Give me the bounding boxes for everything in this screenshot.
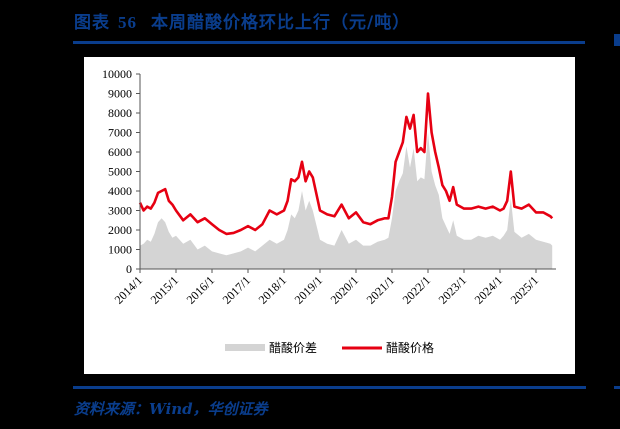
x-tick-label: 2022/1 bbox=[400, 273, 433, 306]
figure-number: 56 bbox=[118, 13, 137, 32]
x-tick-label: 2018/1 bbox=[256, 273, 289, 306]
source-note: 资料来源：Wind，华创证券 bbox=[74, 400, 268, 418]
x-tick-label: 2023/1 bbox=[436, 273, 469, 306]
figure-title: 图表 56 本周醋酸价格环比上行（元/吨） bbox=[74, 8, 410, 33]
x-tick-label: 2016/1 bbox=[184, 273, 217, 306]
adjacent-panel-fragment-bottom bbox=[614, 386, 620, 389]
spread-area-series bbox=[140, 132, 553, 269]
legend: 醋酸价差 醋酸价格 bbox=[225, 340, 434, 355]
x-tick-label: 2021/1 bbox=[364, 273, 397, 306]
y-tick-label: 1000 bbox=[108, 243, 132, 257]
y-tick-label: 3000 bbox=[108, 204, 132, 218]
x-tick-label: 2015/1 bbox=[148, 273, 181, 306]
spread-area bbox=[140, 132, 553, 269]
y-tick-label: 4000 bbox=[108, 184, 132, 198]
figure-label: 图表 bbox=[74, 13, 110, 33]
title-underline bbox=[73, 41, 585, 44]
y-tick-label: 8000 bbox=[108, 106, 132, 120]
x-tick-label: 2025/1 bbox=[508, 273, 541, 306]
x-tick-label: 2024/1 bbox=[472, 273, 505, 306]
x-tick-label: 2020/1 bbox=[328, 273, 361, 306]
adjacent-panel-fragment bbox=[614, 34, 620, 46]
price-line-series bbox=[138, 92, 554, 236]
legend-swatch-spread bbox=[225, 344, 265, 351]
y-tick-label: 9000 bbox=[108, 87, 132, 101]
x-tick-label: 2014/1 bbox=[112, 273, 145, 306]
x-tick-label: 2017/1 bbox=[220, 273, 253, 306]
y-tick-label: 6000 bbox=[108, 145, 132, 159]
y-tick-label: 7000 bbox=[108, 126, 132, 140]
y-tick-label: 5000 bbox=[108, 165, 132, 179]
figure-caption: 本周醋酸价格环比上行（元/吨） bbox=[151, 13, 411, 33]
y-tick-label: 0 bbox=[126, 262, 132, 276]
y-tick-label: 2000 bbox=[108, 223, 132, 237]
x-tick-label: 2019/1 bbox=[292, 273, 325, 306]
price-line bbox=[138, 92, 554, 236]
y-tick-label: 10000 bbox=[102, 67, 132, 81]
legend-label-spread: 醋酸价差 bbox=[269, 340, 317, 355]
axes: 0 1000 2000 3000 4000 5000 6000 7000 8000 9000 100… bbox=[102, 67, 556, 307]
footer-rule bbox=[73, 386, 586, 389]
legend-label-price: 醋酸价格 bbox=[386, 340, 434, 355]
